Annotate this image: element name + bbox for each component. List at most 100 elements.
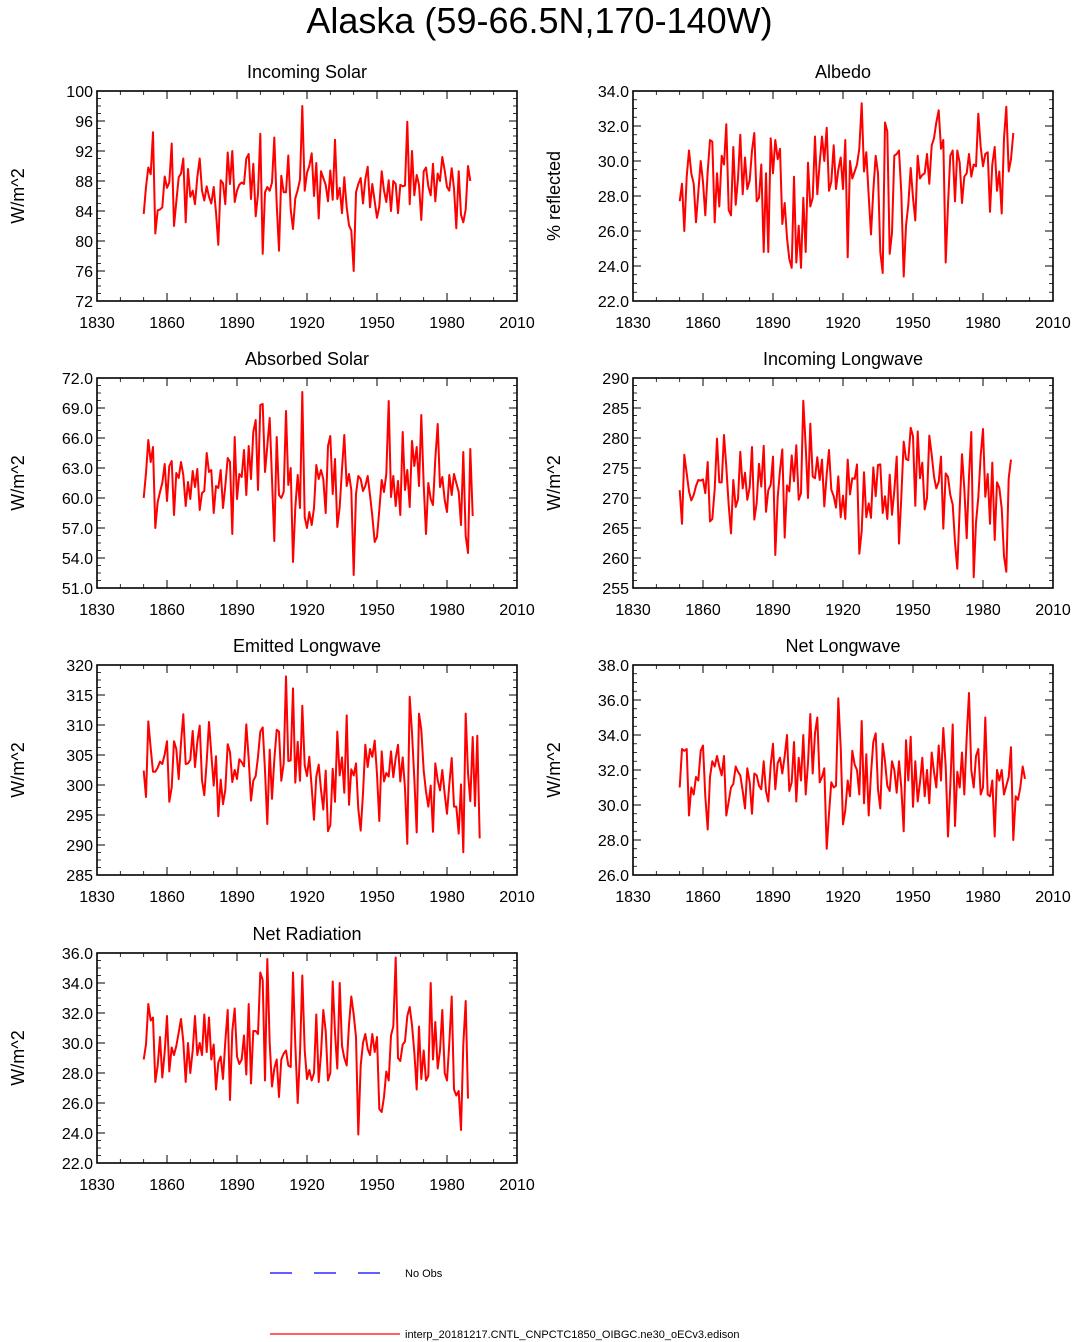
net-radiation-ytick-label: 30.0	[62, 1036, 93, 1053]
net-radiation-xtick-label: 1920	[289, 1177, 325, 1194]
absorbed-solar-ytick-label: 54.0	[62, 551, 93, 568]
emitted-longwave-xtick-label: 1860	[149, 889, 185, 906]
incoming-solar-ytick-label: 76	[75, 264, 93, 281]
net-longwave-title: Net Longwave	[785, 636, 900, 656]
net-longwave-ytick-label: 34.0	[598, 728, 629, 745]
net-longwave-ytick-label: 26.0	[598, 868, 629, 885]
incoming-longwave-xtick-label: 2010	[1035, 602, 1071, 619]
albedo-ytick-label: 32.0	[598, 119, 629, 136]
net-radiation-ytick-label: 36.0	[62, 946, 93, 963]
incoming-solar-xtick-label: 1860	[149, 315, 185, 332]
albedo-xtick-label: 1830	[615, 315, 651, 332]
emitted-longwave-xtick-label: 1950	[359, 889, 395, 906]
net-longwave-xtick-label: 1980	[965, 889, 1001, 906]
incoming-solar-ylabel: W/m^2	[8, 168, 28, 223]
emitted-longwave-ytick-label: 285	[66, 868, 93, 885]
emitted-longwave-ytick-label: 290	[66, 838, 93, 855]
incoming-longwave-ylabel: W/m^2	[544, 455, 564, 510]
incoming-solar-ytick-label: 100	[66, 84, 93, 101]
net-radiation-xtick-label: 1890	[219, 1177, 255, 1194]
albedo-ytick-label: 28.0	[598, 189, 629, 206]
absorbed-solar-ytick-label: 72.0	[62, 371, 93, 388]
net-radiation-title: Net Radiation	[252, 924, 361, 944]
albedo-series-model	[678, 102, 1015, 278]
emitted-longwave-ylabel: W/m^2	[8, 742, 28, 797]
incoming-longwave-ytick-label: 275	[602, 461, 629, 478]
emitted-longwave-xtick-label: 1830	[79, 889, 115, 906]
albedo-xtick-label: 1890	[755, 315, 791, 332]
panel-incoming-solar: Incoming Solar W/m^2 1830 1860 1890 1920 1950 1…	[8, 62, 535, 332]
net-longwave-xtick-label: 1920	[825, 889, 861, 906]
net-longwave-frame	[632, 664, 1054, 876]
net-radiation-ytick-label: 28.0	[62, 1066, 93, 1083]
emitted-longwave-ytick-label: 310	[66, 718, 93, 735]
albedo-ytick-label: 34.0	[598, 84, 629, 101]
emitted-longwave-ytick-label: 315	[66, 688, 93, 705]
incoming-solar-xtick-label: 2010	[499, 315, 535, 332]
panel-net-longwave: Net Longwave W/m^2 1830 1860 1890 1920 1950 198…	[544, 636, 1071, 906]
incoming-longwave-frame	[632, 377, 1054, 589]
emitted-longwave-title: Emitted Longwave	[233, 636, 381, 656]
net-longwave-ytick-label: 36.0	[598, 693, 629, 710]
albedo-xtick-label: 1980	[965, 315, 1001, 332]
albedo-ytick-label: 24.0	[598, 259, 629, 276]
emitted-longwave-ytick-label: 305	[66, 748, 93, 765]
panels-group: Incoming Solar W/m^2 1830 1860 1890 1920 1950 1…	[8, 62, 1071, 1194]
absorbed-solar-ytick-label: 51.0	[62, 581, 93, 598]
absorbed-solar-ytick-label: 63.0	[62, 461, 93, 478]
absorbed-solar-xtick-label: 1980	[429, 602, 465, 619]
albedo-ytick-label: 26.0	[598, 224, 629, 241]
absorbed-solar-xtick-label: 1890	[219, 602, 255, 619]
emitted-longwave-xtick-label: 2010	[499, 889, 535, 906]
net-radiation-xtick-label: 1860	[149, 1177, 185, 1194]
panel-incoming-longwave: Incoming Longwave W/m^2 1830 1860 1890 1920 19…	[544, 349, 1071, 619]
panel-emitted-longwave: Emitted Longwave W/m^2 1830 1860 1890 1920 195…	[8, 636, 535, 906]
net-radiation-ytick-label: 32.0	[62, 1006, 93, 1023]
albedo-xtick-label: 1950	[895, 315, 931, 332]
albedo-xtick-label: 2010	[1035, 315, 1071, 332]
net-longwave-ytick-label: 32.0	[598, 763, 629, 780]
albedo-xtick-label: 1860	[685, 315, 721, 332]
incoming-longwave-xtick-label: 1830	[615, 602, 651, 619]
incoming-longwave-xtick-label: 1980	[965, 602, 1001, 619]
incoming-solar-ytick-label: 88	[75, 174, 93, 191]
net-radiation-ylabel: W/m^2	[8, 1030, 28, 1085]
incoming-solar-xtick-label: 1950	[359, 315, 395, 332]
incoming-longwave-ytick-label: 270	[602, 491, 629, 508]
incoming-longwave-xtick-label: 1890	[755, 602, 791, 619]
net-radiation-xtick-label: 1980	[429, 1177, 465, 1194]
albedo-title: Albedo	[815, 62, 871, 82]
panel-absorbed-solar: Absorbed Solar W/m^2 1830 1860 1890 1920 1950 1…	[8, 349, 535, 619]
panel-net-radiation: Net Radiation W/m^2 1830 1860 1890 1920 1950 19…	[8, 924, 535, 1194]
incoming-longwave-ytick-label: 280	[602, 431, 629, 448]
incoming-longwave-ytick-label: 290	[602, 371, 629, 388]
incoming-longwave-ytick-label: 260	[602, 551, 629, 568]
net-radiation-xtick-label: 2010	[499, 1177, 535, 1194]
incoming-longwave-title: Incoming Longwave	[763, 349, 923, 369]
absorbed-solar-xtick-label: 2010	[499, 602, 535, 619]
emitted-longwave-ytick-label: 320	[66, 658, 93, 675]
absorbed-solar-ytick-label: 57.0	[62, 521, 93, 538]
net-longwave-xtick-label: 1890	[755, 889, 791, 906]
albedo-ylabel: % reflected	[544, 151, 564, 241]
incoming-solar-title: Incoming Solar	[247, 62, 367, 82]
absorbed-solar-xtick-label: 1830	[79, 602, 115, 619]
emitted-longwave-ytick-label: 300	[66, 778, 93, 795]
incoming-longwave-ytick-label: 265	[602, 521, 629, 538]
albedo-xtick-label: 1920	[825, 315, 861, 332]
absorbed-solar-ylabel: W/m^2	[8, 455, 28, 510]
absorbed-solar-title: Absorbed Solar	[245, 349, 369, 369]
incoming-longwave-xtick-label: 1950	[895, 602, 931, 619]
incoming-solar-ytick-label: 80	[75, 234, 93, 251]
incoming-solar-ytick-label: 92	[75, 144, 93, 161]
net-radiation-series-model	[142, 956, 469, 1136]
incoming-longwave-ytick-label: 255	[602, 581, 629, 598]
net-radiation-xtick-label: 1830	[79, 1177, 115, 1194]
emitted-longwave-xtick-label: 1980	[429, 889, 465, 906]
incoming-longwave-xtick-label: 1860	[685, 602, 721, 619]
net-longwave-ytick-label: 30.0	[598, 798, 629, 815]
incoming-longwave-xtick-label: 1920	[825, 602, 861, 619]
incoming-solar-series-model	[142, 105, 472, 272]
emitted-longwave-series-model	[142, 675, 481, 854]
